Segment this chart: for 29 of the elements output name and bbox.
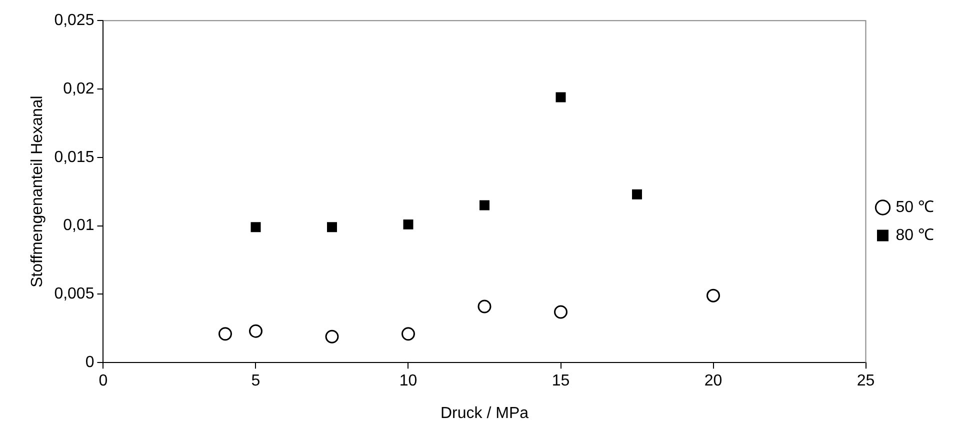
y-tick-label: 0	[85, 354, 94, 372]
legend-label: 80 ℃	[896, 226, 934, 244]
x-tick-label: 15	[552, 372, 570, 390]
point	[706, 288, 720, 302]
x-tick-label: 5	[251, 372, 260, 390]
point	[478, 300, 492, 314]
x-tick-label: 25	[856, 372, 875, 390]
y-axis-title: Stoffmengenanteil Hexanal	[29, 96, 46, 288]
point	[632, 189, 642, 200]
y-tick-label: 0,01	[63, 217, 94, 234]
legend-label: 50 ℃	[896, 198, 934, 216]
y-tick-label: 0,02	[63, 80, 94, 98]
point	[248, 324, 262, 338]
point	[480, 200, 490, 210]
point	[218, 327, 232, 341]
y-tick-label: 0,005	[54, 286, 94, 303]
point	[401, 327, 415, 341]
point	[327, 222, 337, 232]
point	[403, 219, 414, 230]
point	[554, 305, 568, 319]
y-tick-label: 0,015	[54, 148, 94, 166]
x-tick-label: 10	[399, 372, 418, 390]
x-tick-label: 20	[704, 372, 722, 390]
y-tick-label: 0,025	[54, 12, 94, 30]
point	[250, 222, 261, 232]
x-tick-label: 0	[98, 372, 108, 390]
x-axis-title: Druck / MPa	[440, 404, 529, 422]
point	[556, 92, 566, 102]
point	[325, 330, 339, 344]
